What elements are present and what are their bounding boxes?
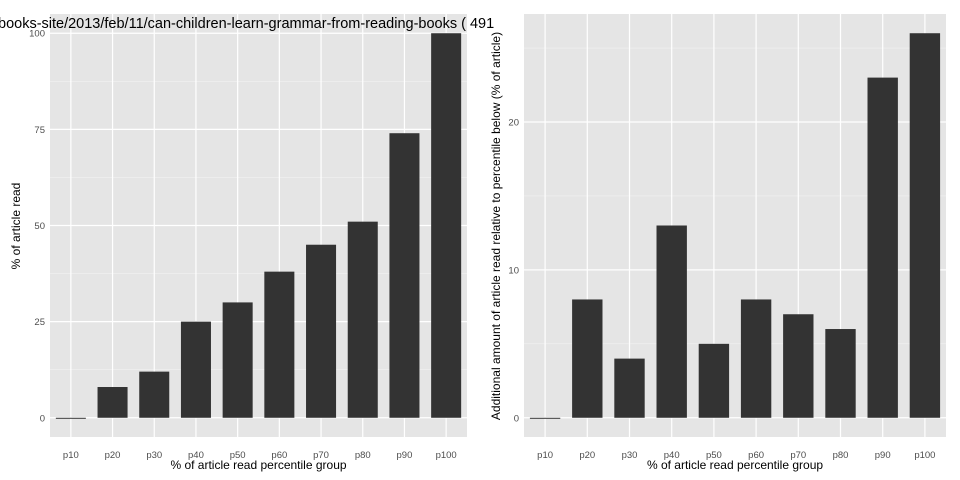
right-x-tick-label: p90: [875, 450, 891, 461]
left-y-tick-label: 50: [34, 221, 45, 232]
right-x-tick-label: p50: [706, 450, 722, 461]
left-y-tick-label: 25: [34, 317, 45, 328]
right-x-tick-label: p10: [537, 450, 553, 461]
right-chart: 0 10 20 p10 p20 p30 p40 p50 p60 p70 p80 p90 p100 % …: [489, 14, 946, 472]
right-y-tick-label: 20: [508, 117, 519, 128]
left-x-tick-label: p30: [146, 450, 162, 461]
right-y-tick-labels: 0 10 20: [508, 117, 519, 424]
left-x-tick-label: p10: [63, 450, 79, 461]
right-y-tick-label: 0: [514, 413, 519, 424]
right-bar-p60: [740, 299, 772, 418]
right-bars: [529, 33, 941, 419]
left-y-axis-title: % of article read: [9, 183, 23, 270]
right-bar-p70: [783, 314, 814, 418]
right-x-tick-label: p60: [748, 450, 764, 461]
right-x-tick-label: p20: [579, 450, 595, 461]
right-bar-p10: [529, 417, 561, 419]
left-x-tick-label: p80: [355, 450, 371, 461]
left-bar-p10: [55, 417, 86, 419]
left-x-tick-label: p90: [397, 450, 413, 461]
right-y-axis-title: Additional amount of article read relati…: [489, 32, 503, 420]
right-bar-p80: [825, 329, 856, 418]
left-bars: [55, 33, 462, 419]
right-bar-p40: [656, 225, 687, 418]
left-bar-p20: [97, 387, 128, 418]
left-x-tick-label: p70: [313, 450, 329, 461]
left-x-tick-label: p50: [230, 450, 246, 461]
left-bar-p30: [139, 371, 170, 418]
right-x-tick-label: p70: [790, 450, 806, 461]
left-bar-p80: [347, 221, 378, 418]
left-y-tick-label: 75: [34, 125, 45, 136]
right-x-axis-title: % of article read percentile group: [647, 458, 823, 472]
left-bar-p40: [180, 321, 211, 418]
right-bar-p90: [867, 77, 898, 418]
left-bar-p60: [264, 271, 295, 418]
right-bar-p30: [614, 358, 645, 418]
left-bar-p70: [306, 244, 337, 418]
right-x-tick-label: p30: [622, 450, 638, 461]
left-y-tick-labels: 0 25 50 75 100: [29, 29, 45, 425]
left-x-tick-label: p100: [436, 450, 457, 461]
right-y-tick-label: 10: [508, 265, 519, 276]
right-x-tick-label: p40: [664, 450, 680, 461]
left-x-tick-labels: p10 p20 p30 p40 p50 p60 p70 p80 p90 p100: [63, 450, 457, 461]
left-x-tick-label: p60: [271, 450, 287, 461]
right-x-tick-labels: p10 p20 p30 p40 p50 p60 p70 p80 p90 p100: [537, 450, 935, 461]
left-y-tick-label: 0: [40, 413, 45, 424]
right-x-tick-label: p80: [833, 450, 849, 461]
left-bar-p50: [222, 302, 253, 418]
left-chart-title: books-site/2013/feb/11/can-children-lear…: [0, 16, 494, 32]
left-y-tick-label: 100: [29, 29, 45, 40]
right-bar-p20: [572, 299, 603, 418]
left-bar-p90: [389, 133, 420, 418]
left-bar-p100: [431, 33, 462, 418]
left-x-tick-label: p40: [188, 450, 204, 461]
right-bar-p50: [698, 343, 730, 418]
right-x-tick-label: p100: [914, 450, 935, 461]
right-bar-p100: [909, 33, 941, 418]
left-x-tick-label: p20: [105, 450, 121, 461]
left-x-axis-title: % of article read percentile group: [170, 458, 346, 472]
